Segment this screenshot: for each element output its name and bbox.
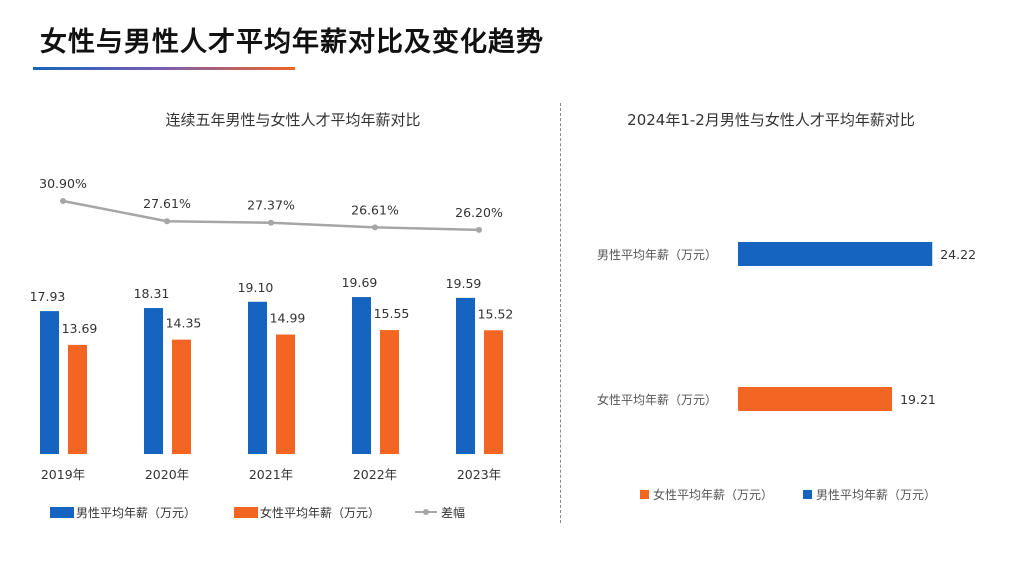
category-label: 女性平均年薪（万元）	[597, 392, 717, 407]
x-tick-label: 2023年	[457, 467, 501, 482]
female-value-label: 14.99	[270, 311, 306, 326]
legend-label-female: 女性平均年薪（万元）	[260, 505, 380, 520]
male-salary-bar	[144, 308, 163, 454]
left-chart-title: 连续五年男性与女性人才平均年薪对比	[165, 111, 420, 129]
gap-point	[164, 218, 170, 225]
male-value-label: 17.93	[30, 289, 66, 304]
gap-value-label: 27.61%	[143, 196, 191, 211]
left-bars-group: 17.93 13.69 18.31 14.35 19.10 14.99 19.69 15.55…	[30, 275, 514, 454]
legend-label-gap: 差幅	[441, 505, 465, 520]
title-underline	[33, 67, 295, 70]
male-value-label: 18.31	[134, 286, 170, 301]
bar-value-label: 24.22	[940, 247, 976, 262]
chart-divider	[560, 103, 561, 523]
female-salary-bar	[68, 344, 87, 454]
male-salary-bar	[456, 297, 475, 454]
legend-swatch-female	[234, 507, 258, 518]
legend-label-female: 女性平均年薪（万元）	[653, 487, 773, 502]
gap-value-label: 27.37%	[247, 198, 295, 213]
gap-point	[268, 219, 274, 226]
gap-value-label: 30.90%	[39, 176, 87, 191]
legend-marker-gap	[423, 509, 429, 515]
category-label: 男性平均年薪（万元）	[597, 248, 717, 262]
x-tick-label: 2019年	[41, 467, 85, 482]
x-tick-label: 2021年	[249, 467, 293, 482]
female-salary-bar	[172, 339, 191, 454]
male-value-label: 19.10	[238, 280, 274, 295]
legend-label-male: 男性平均年薪（万元）	[816, 488, 936, 502]
female-salary-bar	[276, 334, 295, 454]
x-tick-label: 2020年	[145, 467, 189, 482]
male-salary-bar	[352, 297, 371, 454]
legend-label-male: 男性平均年薪（万元）	[76, 506, 196, 520]
x-tick-label: 2022年	[353, 467, 397, 482]
gap-point	[372, 224, 378, 231]
right-legend: 女性平均年薪（万元） 男性平均年薪（万元）	[640, 487, 936, 502]
gap-value-label: 26.20%	[455, 205, 503, 220]
gap-point	[476, 226, 482, 233]
legend-swatch-male	[50, 507, 74, 518]
gap-point	[60, 198, 66, 204]
left-x-axis-labels: 2019年 2020年 2021年 2022年 2023年	[41, 467, 501, 482]
female-value-label: 15.52	[478, 306, 514, 321]
left-legend: 男性平均年薪（万元） 女性平均年薪（万元） 差幅	[50, 505, 465, 520]
page-title: 女性与男性人才平均年薪对比及变化趋势	[40, 27, 544, 58]
male-salary-bar	[248, 301, 267, 454]
male-value-label: 19.69	[342, 275, 378, 290]
female-value-label: 14.35	[166, 316, 202, 331]
legend-swatch-male	[803, 490, 812, 499]
female-value-label: 13.69	[62, 321, 98, 336]
right-chart: 2024年1-2月男性与女性人才平均年薪对比 男性平均年薪（万元） 24.22 女性…	[597, 111, 976, 502]
female-salary-bar	[380, 330, 399, 454]
gap-line-series: 30.90% 27.61% 27.37% 26.61% 26.20%	[39, 176, 503, 233]
legend-swatch-female	[640, 490, 649, 499]
male-value-label: 19.59	[446, 276, 482, 291]
male-salary-bar-2024	[738, 242, 933, 266]
female-salary-bar-2024	[738, 387, 893, 411]
right-chart-title: 2024年1-2月男性与女性人才平均年薪对比	[627, 111, 915, 129]
bar-value-label: 19.21	[900, 392, 936, 407]
right-bars-group: 男性平均年薪（万元） 24.22 女性平均年薪（万元） 19.21	[597, 242, 976, 411]
left-chart: 连续五年男性与女性人才平均年薪对比 30.90% 27.61% 27.37% 26.6…	[30, 111, 514, 520]
gap-value-label: 26.61%	[351, 202, 399, 217]
female-value-label: 15.55	[374, 306, 410, 321]
male-salary-bar	[40, 311, 59, 454]
female-salary-bar	[484, 330, 503, 454]
